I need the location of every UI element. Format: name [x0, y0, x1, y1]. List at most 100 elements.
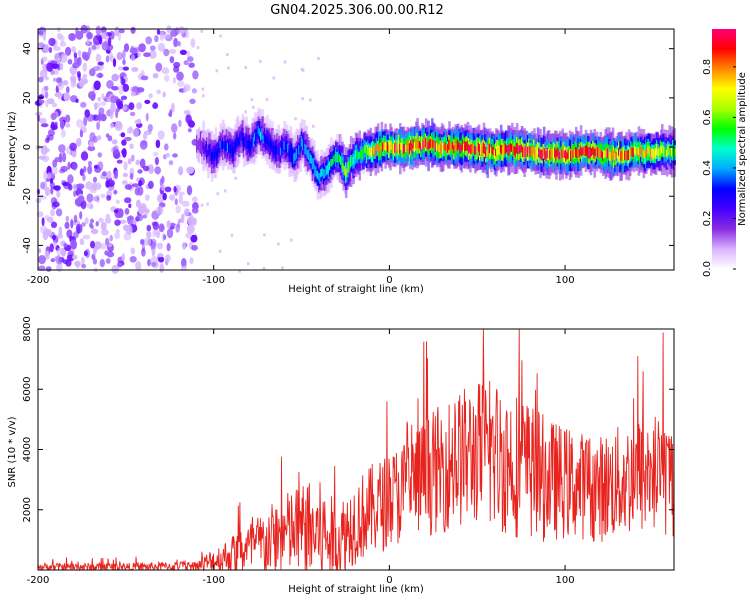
spectrogram-cell: [114, 170, 118, 179]
spectrogram-cell: [53, 68, 59, 75]
spectrogram-cell: [117, 101, 124, 110]
spectrogram-cell: [152, 102, 158, 109]
spectrogram-cell: [186, 166, 195, 174]
spectrogram-cell: [277, 242, 280, 246]
spectrogram-cell: [79, 79, 84, 88]
spectrogram-cell: [186, 50, 191, 58]
spectrogram-cell: [123, 224, 129, 232]
spectrogram-cell: [137, 169, 143, 174]
snr-ylabel: SNR (10 * v/v): [7, 416, 18, 487]
spectrogram-cell: [35, 111, 43, 116]
spectrogram-cell: [171, 102, 175, 113]
spectrogram-cell: [178, 166, 184, 176]
spectrogram-cell: [48, 37, 56, 47]
spectrogram-cell: [114, 232, 121, 240]
spectrogram-cell: [111, 139, 118, 145]
spectrogram-cell: [106, 177, 113, 182]
spectrogram-cell: [166, 220, 171, 229]
spectrogram-xtick-label: 0: [386, 275, 392, 286]
spectrogram-ridge-cell: [667, 144, 670, 156]
spectrogram-ridge-cell: [488, 143, 492, 154]
spectrogram-cell: [161, 67, 170, 75]
spectrogram-cell: [90, 240, 95, 249]
spectrogram-cell: [234, 176, 237, 180]
spectrogram-cell: [44, 250, 50, 257]
spectrogram-xtick-label: -200: [27, 275, 50, 286]
spectrogram-cell: [128, 203, 132, 209]
spectrogram-cell: [92, 247, 97, 256]
spectrogram-cell: [49, 178, 54, 184]
spectrogram-cell: [121, 78, 126, 86]
spectrogram-cell: [250, 98, 254, 102]
spectrogram-cell: [54, 92, 63, 98]
spectrogram-cell: [180, 265, 188, 271]
spectrogram-ytick-label: -40: [22, 237, 33, 253]
spectrogram-cell: [66, 86, 70, 94]
spectrogram-cell: [59, 120, 65, 129]
spectrogram-cell: [156, 242, 164, 250]
snr-xtick-label: 100: [556, 575, 575, 586]
spectrogram-cell: [117, 31, 121, 41]
spectrogram-cell: [76, 183, 85, 190]
spectrogram-cell: [101, 171, 107, 177]
spectrogram-cell: [169, 109, 173, 118]
snr-panel: -200 -100 0 100 2000 4000 6000 8000 Height of …: [7, 316, 675, 595]
spectrogram-cell: [165, 254, 171, 263]
spectrogram-cell: [82, 173, 86, 182]
spectrogram-cell: [187, 56, 194, 62]
spectrogram-cell: [146, 230, 152, 239]
spectrogram-cell: [185, 232, 192, 239]
spectrogram-cell: [67, 174, 74, 184]
spectrogram-cell: [100, 113, 107, 122]
spectrogram-cell: [35, 198, 42, 204]
spectrogram-cell: [146, 224, 152, 232]
spectrogram-cell: [163, 48, 170, 57]
spectrogram-cell: [132, 128, 140, 138]
spectrogram-cell: [43, 85, 49, 92]
spectrogram-cell: [151, 248, 156, 257]
snr-xtick-label: 0: [386, 575, 392, 586]
spectrogram-cell: [183, 86, 187, 93]
spectrogram-cell: [42, 31, 47, 41]
spectrogram-cell: [97, 152, 103, 158]
spectrogram-cell: [186, 185, 193, 196]
spectrogram-cell: [57, 233, 63, 239]
spectrogram-cell: [183, 109, 191, 115]
spectrogram-cell: [142, 165, 150, 172]
spectrogram-cell: [169, 222, 176, 227]
spectrogram-cell: [172, 153, 178, 158]
spectrogram-cell: [88, 47, 92, 56]
spectrogram-cell: [156, 89, 161, 95]
spectrogram-cell: [155, 139, 161, 149]
spectrogram-cell: [144, 194, 150, 201]
spectrogram-cell: [83, 250, 88, 257]
spectrogram-cell: [101, 32, 108, 40]
spectrogram-cell: [83, 166, 87, 173]
spectrogram-cell: [47, 98, 55, 105]
spectrogram-cell: [100, 193, 106, 198]
spectrogram-cell: [92, 66, 100, 72]
spectrogram-cell: [171, 123, 178, 133]
spectrogram-cell: [191, 244, 198, 251]
spectrogram-cell: [163, 33, 171, 39]
spectrogram-cell: [128, 102, 135, 110]
spectrogram-cell: [50, 197, 58, 206]
spectrogram-ridge-cell: [472, 142, 476, 154]
snr-xlabel: Height of straight line (km): [288, 584, 424, 595]
spectrogram-cell: [115, 229, 120, 234]
spectrogram-cell: [101, 229, 109, 236]
spectrogram-cell: [113, 145, 119, 155]
spectrogram-cell: [129, 143, 134, 150]
spectrogram-cell: [76, 225, 81, 235]
spectrogram-cell: [101, 26, 107, 34]
spectrogram-cell: [154, 157, 159, 166]
spectrogram-ridge-cell: [673, 149, 676, 157]
spectrogram-ridge-cell: [365, 147, 369, 158]
spectrogram-cell: [100, 243, 108, 250]
spectrogram-cell: [317, 57, 320, 60]
spectrogram-cell: [70, 240, 77, 250]
spectrogram-x-ticks: -200 -100 0 100: [27, 29, 575, 286]
spectrogram-cell: [223, 189, 227, 193]
spectrogram-cell: [55, 255, 62, 265]
